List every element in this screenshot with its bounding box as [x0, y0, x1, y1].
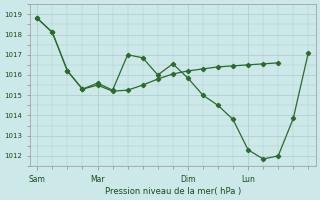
X-axis label: Pression niveau de la mer( hPa ): Pression niveau de la mer( hPa ) — [105, 187, 241, 196]
